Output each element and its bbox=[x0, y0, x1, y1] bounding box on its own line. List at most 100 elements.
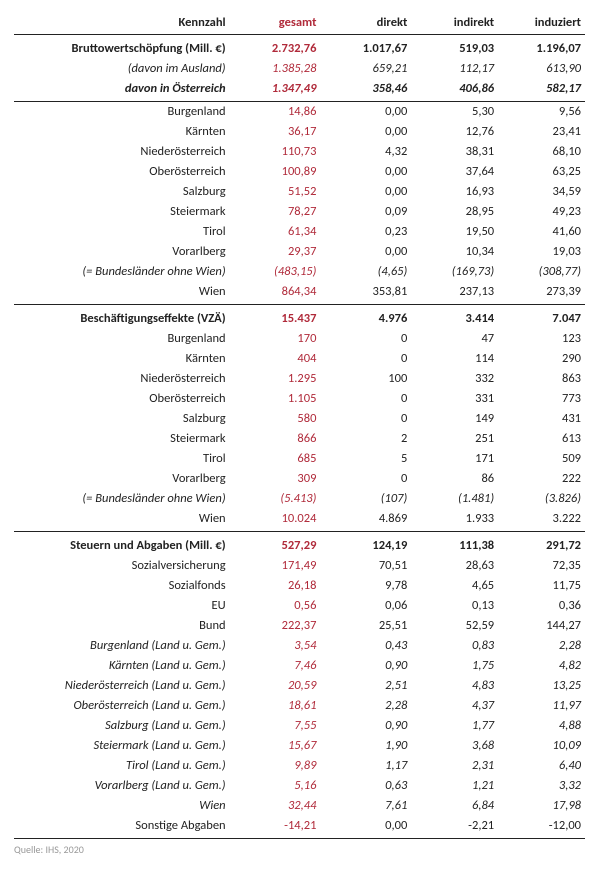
cell-direkt: 2,51 bbox=[325, 676, 412, 696]
cell-induziert: 4,82 bbox=[498, 656, 585, 676]
row-label: Kennzahl bbox=[14, 12, 234, 34]
cell-direkt: 25,51 bbox=[325, 616, 412, 636]
cell-direkt: 100 bbox=[325, 369, 412, 389]
cell-induziert: 863 bbox=[498, 369, 585, 389]
cell-induziert: 3,32 bbox=[498, 776, 585, 796]
cell-indirekt: 4,83 bbox=[411, 676, 498, 696]
cell-indirekt: 0,13 bbox=[411, 596, 498, 616]
cell-gesamt: 404 bbox=[234, 349, 321, 369]
table-row: Oberösterreich1.1050331773 bbox=[14, 389, 585, 409]
cell-indirekt: 6,84 bbox=[411, 796, 498, 816]
cell-indirekt: 1.933 bbox=[411, 509, 498, 532]
cell-induziert: 773 bbox=[498, 389, 585, 409]
cell-indirekt: 12,76 bbox=[411, 122, 498, 142]
cell-indirekt: 5,30 bbox=[411, 101, 498, 122]
cell-direkt: 70,51 bbox=[325, 556, 412, 576]
table-row: Sozialfonds26,189,784,6511,75 bbox=[14, 576, 585, 596]
cell-gesamt: 685 bbox=[234, 449, 321, 469]
cell-induziert: 41,60 bbox=[498, 222, 585, 242]
cell-indirekt: 4,37 bbox=[411, 696, 498, 716]
row-label: Wien bbox=[14, 796, 234, 816]
section-head: Beschäftigungseffekte (VZÄ)15.4374.9763.… bbox=[14, 305, 585, 329]
row-label: Vorarlberg bbox=[14, 469, 234, 489]
cell-indirekt: 28,95 bbox=[411, 202, 498, 222]
cell-direkt: 0,23 bbox=[325, 222, 412, 242]
cell-induziert: 123 bbox=[498, 329, 585, 349]
cell-indirekt: 1,75 bbox=[411, 656, 498, 676]
section-head: Steuern und Abgaben (Mill. €)527,29124,1… bbox=[14, 532, 585, 556]
cell-direkt: 358,46 bbox=[325, 78, 412, 101]
source-note: Quelle: IHS, 2020 bbox=[14, 843, 585, 856]
cell-indirekt: 251 bbox=[411, 429, 498, 449]
cell-induziert: 49,23 bbox=[498, 202, 585, 222]
row-label: Bruttowertschöpfung (Mill. €) bbox=[14, 34, 234, 58]
row-label: Kärnten (Land u. Gem.) bbox=[14, 656, 234, 676]
cell-induziert: 1.196,07 bbox=[498, 34, 585, 58]
cell-induziert: 4,88 bbox=[498, 716, 585, 736]
cell-induziert: 7.047 bbox=[498, 305, 585, 329]
table-row: Wien864,34353,81237,13273,39 bbox=[14, 282, 585, 305]
table-row: Salzburg (Land u. Gem.)7,550,901,774,88 bbox=[14, 716, 585, 736]
cell-direkt: 1.017,67 bbox=[325, 34, 412, 58]
row-label: Kärnten bbox=[14, 349, 234, 369]
cell-indirekt: -2,21 bbox=[411, 816, 498, 839]
cell-direkt: 0,43 bbox=[325, 636, 412, 656]
row-label: Sozialversicherung bbox=[14, 556, 234, 576]
cell-gesamt: 1.385,28 bbox=[234, 58, 321, 78]
cell-induziert: (308,77) bbox=[498, 262, 585, 282]
row-label: Burgenland bbox=[14, 329, 234, 349]
row-label: Niederösterreich (Land u. Gem.) bbox=[14, 676, 234, 696]
cell-direkt: (4,65) bbox=[325, 262, 412, 282]
cell-induziert: 11,75 bbox=[498, 576, 585, 596]
cell-induziert: -12,00 bbox=[498, 816, 585, 839]
row-label: Burgenland bbox=[14, 101, 234, 122]
cell-gesamt: 866 bbox=[234, 429, 321, 449]
cell-gesamt: 171,49 bbox=[234, 556, 321, 576]
row-label: Salzburg (Land u. Gem.) bbox=[14, 716, 234, 736]
cell-gesamt: 100,89 bbox=[234, 162, 321, 182]
cell-direkt: 124,19 bbox=[325, 532, 412, 556]
cell-induziert: 17,98 bbox=[498, 796, 585, 816]
table-row: Kärnten36,170,0012,7623,41 bbox=[14, 122, 585, 142]
cell-induziert: 431 bbox=[498, 409, 585, 429]
cell-indirekt: 10,34 bbox=[411, 242, 498, 262]
cell-direkt: 9,78 bbox=[325, 576, 412, 596]
cell-induziert: 34,59 bbox=[498, 182, 585, 202]
cell-induziert: 509 bbox=[498, 449, 585, 469]
table-row: Wien32,447,616,8417,98 bbox=[14, 796, 585, 816]
cell-direkt: 0,06 bbox=[325, 596, 412, 616]
row-label: Steiermark (Land u. Gem.) bbox=[14, 736, 234, 756]
cell-indirekt: 28,63 bbox=[411, 556, 498, 576]
cell-direkt: 0,90 bbox=[325, 656, 412, 676]
table-row: Burgenland14,860,005,309,56 bbox=[14, 101, 585, 122]
table-row: Niederösterreich (Land u. Gem.)20,592,51… bbox=[14, 676, 585, 696]
cell-direkt: 0,00 bbox=[325, 101, 412, 122]
cell-indirekt: 38,31 bbox=[411, 142, 498, 162]
cell-gesamt: 14,86 bbox=[234, 101, 321, 122]
table-row: Niederösterreich110,734,3238,3168,10 bbox=[14, 142, 585, 162]
table-row: Tirol6855171509 bbox=[14, 449, 585, 469]
cell-gesamt: 51,52 bbox=[234, 182, 321, 202]
cell-induziert: (3.826) bbox=[498, 489, 585, 509]
cell-induziert: 72,35 bbox=[498, 556, 585, 576]
cell-indirekt: 0,83 bbox=[411, 636, 498, 656]
cell-indirekt: 1,77 bbox=[411, 716, 498, 736]
cell-direkt: 0 bbox=[325, 389, 412, 409]
table-row: Tirol (Land u. Gem.)9,891,172,316,40 bbox=[14, 756, 585, 776]
cell-indirekt: 2,31 bbox=[411, 756, 498, 776]
cell-induziert: 2,28 bbox=[498, 636, 585, 656]
cell-induziert: 290 bbox=[498, 349, 585, 369]
row-label: Niederösterreich bbox=[14, 369, 234, 389]
row-label: Sozialfonds bbox=[14, 576, 234, 596]
table-row: Wien10.0244.8691.9333.222 bbox=[14, 509, 585, 532]
row-label: (davon im Ausland) bbox=[14, 58, 234, 78]
row-label: Wien bbox=[14, 282, 234, 305]
cell-induziert: induziert bbox=[498, 12, 585, 34]
cell-gesamt: 20,59 bbox=[234, 676, 321, 696]
row-label: Oberösterreich bbox=[14, 162, 234, 182]
table-row: Bund222,3725,5152,59144,27 bbox=[14, 616, 585, 636]
cell-direkt: 0 bbox=[325, 409, 412, 429]
row-label: Vorarlberg (Land u. Gem.) bbox=[14, 776, 234, 796]
row-label: Bund bbox=[14, 616, 234, 636]
row-label: Wien bbox=[14, 509, 234, 532]
